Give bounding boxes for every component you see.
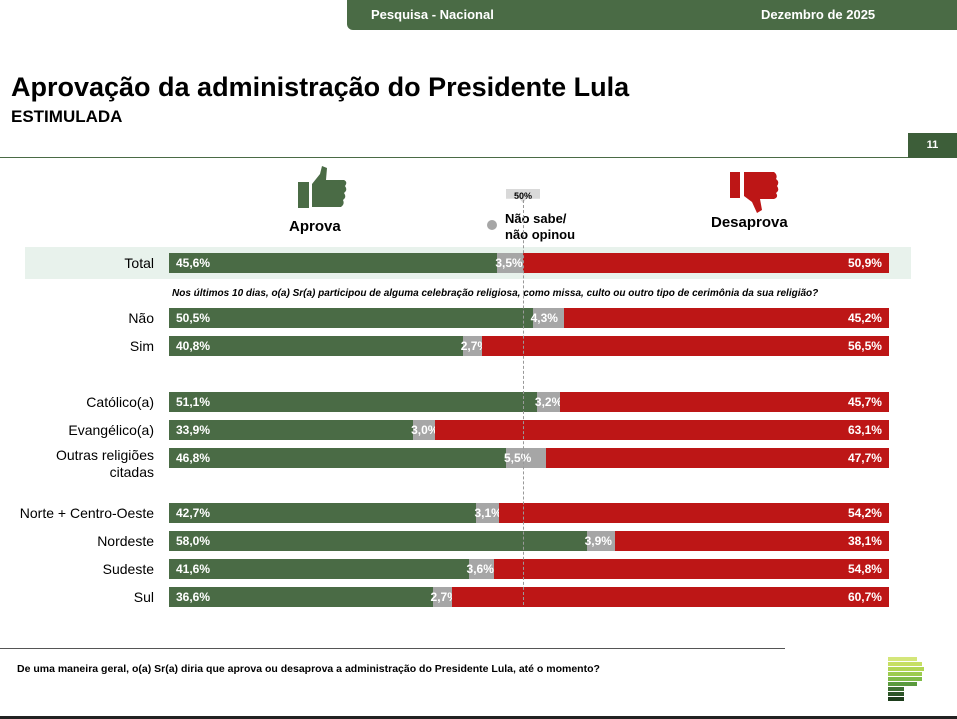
approve-bar: 50,5% [169, 308, 533, 328]
approve-bar: 40,8% [169, 336, 463, 356]
legend-approve: Aprova [289, 218, 341, 235]
logo-stripe [888, 667, 924, 671]
data-label: 3,2% [534, 395, 563, 409]
logo-stripe [888, 672, 922, 676]
data-label: 50,5% [176, 311, 211, 325]
approve-bar: 45,6% [169, 253, 498, 273]
category-label: Outras religiões citadas [55, 447, 154, 480]
category-label: Total [124, 255, 154, 271]
logo [888, 657, 924, 701]
approve-bar: 33,9% [169, 420, 414, 440]
page-number: 11 [908, 133, 957, 158]
page-title: Aprovação da administração do Presidente… [11, 72, 630, 102]
data-label: 3,9% [584, 534, 612, 548]
data-label: 33,9% [176, 423, 211, 437]
data-label: 45,7% [847, 395, 882, 409]
data-label: 45,6% [176, 256, 211, 270]
data-label: 5,5% [503, 451, 532, 465]
disapprove-bar: 47,7% [545, 448, 889, 468]
disapprove-bar: 45,7% [559, 392, 889, 412]
footer-divider [0, 648, 785, 649]
dk-bar: 3,2% [534, 392, 563, 412]
data-label: 54,2% [847, 506, 882, 520]
data-label: 54,8% [847, 562, 882, 576]
dk-bar: 2,7% [461, 336, 488, 356]
logo-stripe [888, 682, 917, 686]
data-label: 46,8% [176, 451, 211, 465]
survey-date: Dezembro de 2025 [761, 7, 876, 22]
data-label: 3,6% [466, 562, 494, 576]
dk-bar: 5,5% [503, 448, 546, 468]
category-label: Sudeste [102, 561, 154, 577]
data-label: 51,1% [176, 395, 211, 409]
thumbs-up-icon [298, 166, 347, 208]
approve-bar: 36,6% [169, 587, 433, 607]
logo-stripe [888, 692, 904, 696]
page-subtitle: ESTIMULADA [11, 107, 123, 126]
bottom-border [0, 716, 957, 719]
logo-stripe [888, 677, 922, 681]
logo-stripe [888, 657, 917, 661]
category-label: Nordeste [97, 533, 154, 549]
data-label: 41,6% [176, 562, 211, 576]
dk-bar: 3,5% [495, 253, 523, 273]
disapprove-bar: 38,1% [614, 531, 889, 551]
data-label: 3,0% [411, 423, 439, 437]
data-label: 38,1% [847, 534, 882, 548]
logo-stripe [888, 687, 904, 691]
disapprove-bar: 56,5% [482, 336, 889, 356]
dk-bar: 4,3% [530, 308, 564, 328]
disapprove-bar: 63,1% [434, 420, 889, 440]
disapprove-bar: 54,8% [494, 559, 889, 579]
footnote-question: De uma maneira geral, o(a) Sr(a) diria q… [17, 663, 600, 675]
category-label: Não [128, 310, 154, 326]
data-label: 40,8% [176, 339, 211, 353]
disapprove-bar: 60,7% [451, 587, 889, 607]
approve-bar: 42,7% [169, 503, 477, 523]
logo-stripe [888, 662, 922, 666]
data-label: 50,9% [847, 256, 882, 270]
data-label: 60,7% [847, 590, 882, 604]
approve-bar: 58,0% [169, 531, 587, 551]
dk-bar: 3,6% [466, 559, 495, 579]
category-label: Católico(a) [86, 394, 154, 410]
header-bar: Pesquisa - Nacional Dezembro de 2025 [347, 0, 957, 30]
legend-dk-dot [487, 220, 497, 230]
dk-bar: 2,7% [431, 587, 458, 607]
fifty-percent-line [523, 200, 524, 605]
data-label: 3,1% [474, 506, 502, 520]
dk-bar: 3,1% [474, 503, 502, 523]
data-label: 45,2% [847, 311, 882, 325]
legend-dk: Não sabe/ não opinou [505, 211, 576, 242]
approve-bar: 51,1% [169, 392, 537, 412]
data-label: 58,0% [176, 534, 211, 548]
data-label: 63,1% [847, 423, 882, 437]
legend-disapprove: Desaprova [711, 214, 788, 231]
religion-question: Nos últimos 10 dias, o(a) Sr(a) particip… [172, 288, 819, 299]
category-label: Evangélico(a) [68, 422, 154, 438]
divider [0, 157, 957, 158]
thumbs-down-icon [730, 172, 779, 213]
data-label: 42,7% [176, 506, 211, 520]
data-label: 4,3% [530, 311, 558, 325]
dk-bar: 3,9% [584, 531, 615, 551]
data-label: 3,5% [495, 256, 523, 270]
disapprove-bar: 54,2% [498, 503, 889, 523]
data-label: 2,7% [430, 590, 458, 604]
approve-bar: 41,6% [169, 559, 469, 579]
approve-bar: 46,8% [169, 448, 506, 468]
disapprove-bar: 45,2% [563, 308, 889, 328]
data-label: 2,7% [460, 339, 489, 353]
category-label: Norte + Centro-Oeste [19, 505, 154, 521]
data-label: 47,7% [847, 451, 882, 465]
survey-name: Pesquisa - Nacional [371, 7, 494, 22]
dk-bar: 3,0% [411, 420, 439, 440]
logo-stripe [888, 697, 904, 701]
data-label: 36,6% [176, 590, 211, 604]
category-label: Sul [133, 589, 154, 605]
data-label: 56,5% [847, 339, 882, 353]
disapprove-bar: 50,9% [522, 253, 889, 273]
category-label: Sim [129, 338, 154, 354]
